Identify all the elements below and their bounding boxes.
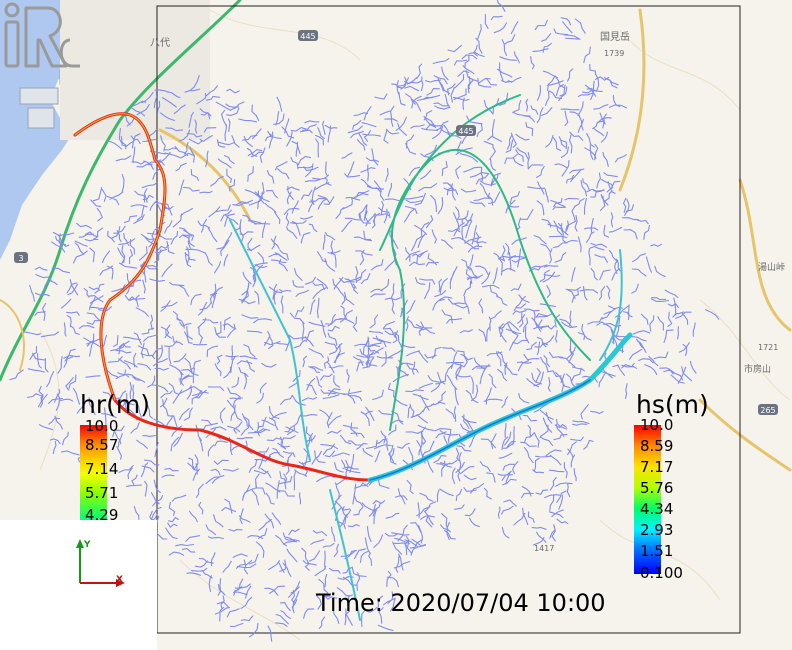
roads: [0, 0, 792, 472]
hr-tick: 7.14: [85, 460, 119, 478]
hs-tick: 4.34: [640, 500, 674, 518]
elevation-label: 1721: [758, 343, 778, 352]
hr-tick: 10.0: [85, 417, 119, 435]
hr-tick: 4.29: [85, 506, 119, 524]
hr-tick: 5.71: [85, 484, 119, 502]
route-shield: 265: [758, 404, 778, 415]
elevation-label: 1739: [604, 49, 624, 58]
iric-logo-watermark: [4, 2, 80, 68]
tributary-channel: [389, 148, 591, 431]
y-arrow-head: [76, 539, 84, 548]
road-line: [698, 398, 792, 472]
road-line: [738, 178, 792, 332]
hr-tick: 8.57: [85, 436, 119, 454]
route-number: 3: [18, 254, 23, 263]
hs-legend-title: hs(m): [636, 390, 709, 419]
place-label: 八代: [150, 37, 170, 49]
route-shield: 445: [456, 125, 476, 136]
highway-line: [0, 0, 242, 382]
domain-boundary: [156, 5, 741, 634]
hs-tick: 1.51: [640, 542, 674, 560]
hs-tick: 0.100: [640, 564, 683, 582]
main-river-lower-glow: [74, 113, 166, 401]
route-number: 445: [300, 32, 315, 41]
hs-tick: 7.17: [640, 458, 674, 476]
y-axis-label: Y: [84, 540, 91, 550]
hr-colorbar: [80, 425, 107, 520]
route-number: 265: [760, 406, 775, 415]
tributary-channel: [229, 219, 311, 461]
hs-tick: 5.76: [640, 479, 674, 497]
route-shield: 3: [14, 252, 28, 263]
axes-triad: [76, 539, 125, 587]
axes-panel: [0, 520, 157, 650]
road-line: [158, 128, 252, 222]
road-line: [0, 299, 25, 371]
tributary-channel: [599, 249, 623, 361]
hs-tick: 10.0: [640, 416, 674, 434]
x-axis-label: X: [116, 575, 123, 585]
road-line: [618, 8, 646, 192]
route-shields: 445 445 3 265: [14, 30, 778, 415]
simulation-time-label: Time: 2020/07/04 10:00: [316, 589, 606, 617]
main-river-middle-core: [369, 379, 591, 481]
route-shield: 445: [298, 30, 318, 41]
place-label: 国見岳: [600, 31, 630, 43]
route-number: 445: [458, 127, 473, 136]
hs-tick: 8.59: [640, 437, 674, 455]
main-river-channel: [73, 94, 633, 621]
x-arrow-head: [116, 579, 125, 587]
tributary-channel: [379, 94, 521, 251]
place-label: 湯山峠: [758, 261, 785, 273]
hr-legend-title: hr(m): [80, 390, 150, 419]
hs-tick: 2.93: [640, 521, 674, 539]
elevation-label: 1417: [534, 544, 554, 553]
place-labels: 八代 国見岳 1739 1721 1417 湯山峠 市房山: [150, 31, 785, 553]
place-label: 市房山: [744, 363, 771, 375]
hs-colorbar: [634, 425, 661, 574]
tributary-channel: [329, 489, 361, 621]
